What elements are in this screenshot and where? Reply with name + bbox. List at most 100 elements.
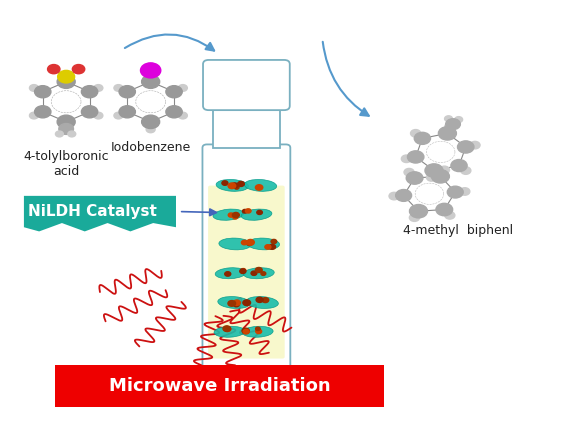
Circle shape	[178, 112, 187, 119]
Circle shape	[242, 240, 247, 245]
Circle shape	[94, 112, 103, 119]
Circle shape	[233, 303, 239, 307]
Ellipse shape	[246, 296, 278, 309]
Circle shape	[410, 130, 421, 137]
Circle shape	[231, 183, 238, 188]
Ellipse shape	[245, 179, 277, 191]
Circle shape	[414, 132, 431, 144]
Circle shape	[166, 85, 182, 98]
Circle shape	[228, 183, 235, 189]
Circle shape	[401, 155, 411, 163]
Circle shape	[460, 188, 470, 195]
Ellipse shape	[242, 326, 273, 337]
Circle shape	[243, 329, 249, 334]
Circle shape	[57, 75, 75, 88]
Circle shape	[35, 106, 51, 118]
Circle shape	[55, 131, 63, 137]
Circle shape	[233, 300, 241, 305]
Circle shape	[222, 181, 228, 185]
Circle shape	[240, 269, 246, 274]
Circle shape	[94, 85, 103, 91]
Circle shape	[62, 126, 71, 133]
Ellipse shape	[247, 238, 280, 250]
Circle shape	[35, 85, 51, 98]
FancyBboxPatch shape	[203, 144, 290, 369]
Circle shape	[470, 141, 480, 149]
Circle shape	[408, 151, 424, 163]
Circle shape	[431, 170, 449, 183]
Circle shape	[246, 240, 253, 245]
Circle shape	[251, 271, 257, 275]
Ellipse shape	[218, 296, 250, 309]
Text: 4-tolylboronic
acid: 4-tolylboronic acid	[23, 150, 109, 178]
Circle shape	[114, 112, 123, 119]
Circle shape	[146, 71, 155, 77]
Circle shape	[234, 186, 239, 189]
Circle shape	[72, 64, 85, 74]
Circle shape	[396, 189, 411, 201]
Circle shape	[447, 186, 463, 198]
Circle shape	[426, 173, 436, 181]
Circle shape	[228, 213, 234, 217]
Text: Iodobenzene: Iodobenzene	[110, 141, 191, 155]
Circle shape	[233, 216, 238, 219]
Circle shape	[255, 185, 263, 190]
Circle shape	[59, 123, 74, 134]
Circle shape	[445, 123, 455, 130]
Circle shape	[262, 298, 269, 303]
Circle shape	[119, 85, 135, 98]
Circle shape	[223, 326, 230, 331]
Circle shape	[166, 106, 182, 118]
Circle shape	[271, 240, 277, 244]
Circle shape	[58, 70, 75, 83]
Text: Microwave Irradiation: Microwave Irradiation	[109, 377, 331, 395]
Circle shape	[233, 213, 239, 218]
Circle shape	[242, 209, 247, 213]
Ellipse shape	[216, 179, 248, 191]
Circle shape	[445, 119, 460, 130]
Circle shape	[68, 131, 76, 137]
Ellipse shape	[215, 268, 246, 279]
Bar	[55, 365, 384, 407]
FancyBboxPatch shape	[208, 186, 285, 359]
Circle shape	[142, 75, 160, 88]
Circle shape	[225, 327, 231, 332]
Ellipse shape	[219, 238, 251, 250]
Circle shape	[404, 168, 414, 176]
Circle shape	[62, 71, 71, 77]
Circle shape	[29, 85, 38, 91]
Ellipse shape	[214, 326, 245, 337]
Circle shape	[114, 85, 123, 91]
Circle shape	[439, 166, 449, 173]
Circle shape	[389, 192, 399, 200]
Circle shape	[241, 269, 246, 272]
Ellipse shape	[243, 268, 274, 279]
Circle shape	[255, 267, 262, 272]
Circle shape	[246, 209, 251, 213]
Circle shape	[242, 328, 250, 333]
Circle shape	[142, 115, 160, 128]
Text: NiLDH Catalyst: NiLDH Catalyst	[28, 204, 157, 219]
Circle shape	[444, 116, 452, 122]
Circle shape	[439, 127, 456, 140]
Circle shape	[265, 245, 271, 249]
Ellipse shape	[241, 209, 272, 220]
FancyBboxPatch shape	[203, 60, 290, 110]
Circle shape	[82, 106, 98, 118]
Circle shape	[256, 297, 263, 302]
Circle shape	[256, 329, 261, 333]
Circle shape	[119, 106, 135, 118]
Circle shape	[140, 63, 161, 78]
Circle shape	[436, 203, 453, 216]
Ellipse shape	[213, 209, 244, 220]
Circle shape	[269, 244, 276, 249]
Circle shape	[454, 117, 462, 123]
Circle shape	[238, 181, 245, 187]
Circle shape	[57, 115, 75, 128]
Circle shape	[257, 210, 263, 215]
Circle shape	[247, 240, 254, 245]
Polygon shape	[24, 196, 176, 232]
Circle shape	[29, 112, 38, 119]
Circle shape	[228, 301, 235, 306]
Text: 4-methyl  biphenl: 4-methyl biphenl	[402, 224, 513, 237]
